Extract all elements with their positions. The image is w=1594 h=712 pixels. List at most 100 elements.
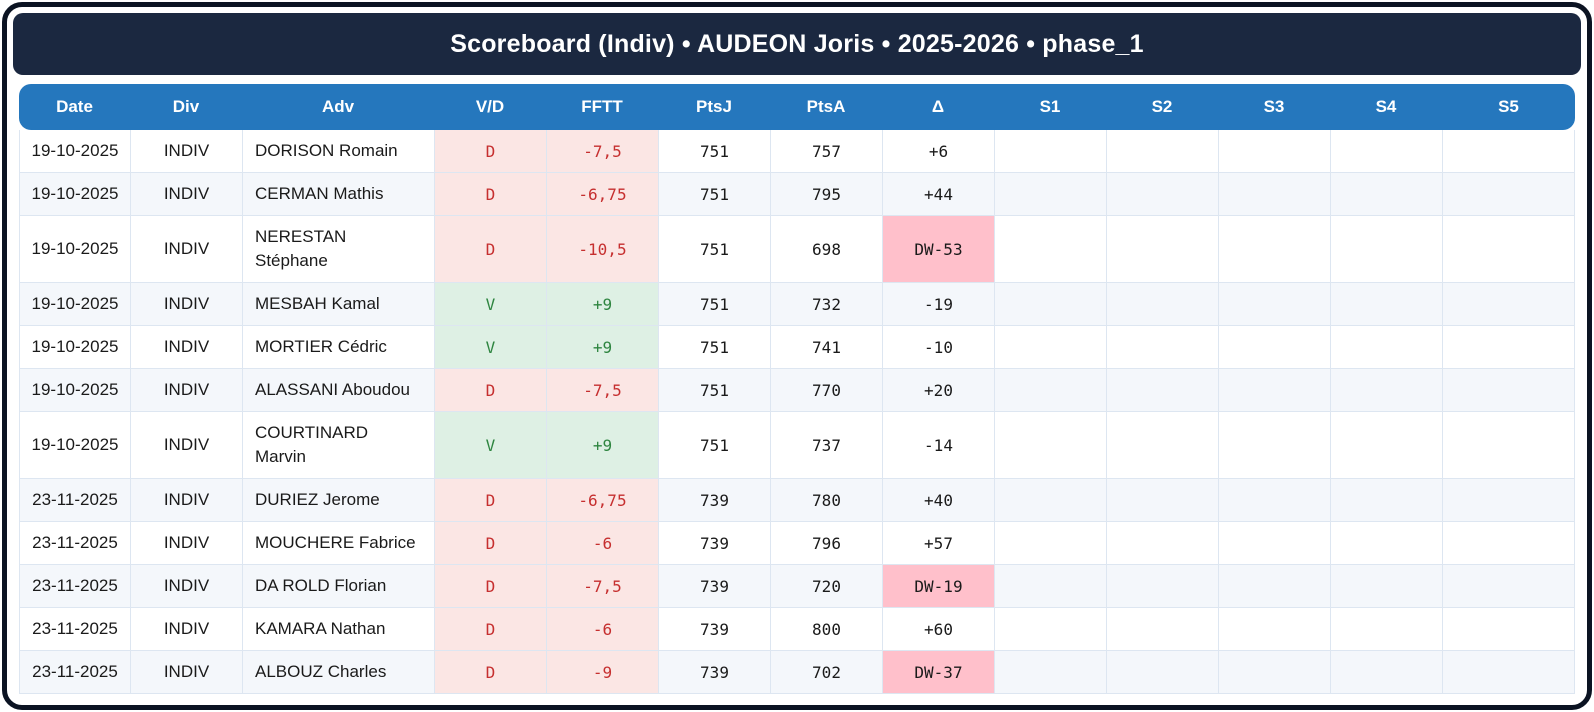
cell-vd: V [435, 326, 547, 368]
cell-vd: D [435, 173, 547, 215]
table-body: 19-10-2025 INDIV DORISON Romain D -7,5 751 757… [19, 130, 1575, 694]
cell-s2 [1107, 412, 1219, 478]
cell-s1 [995, 130, 1107, 172]
header-cell-s4: S4 [1375, 97, 1397, 116]
cell-div: INDIV [131, 608, 243, 650]
table-row: 19-10-2025 INDIV MORTIER Cédric V +9 751 741 -1… [20, 326, 1574, 369]
cell-div: INDIV [131, 216, 243, 282]
cell-ptsa: 737 [771, 412, 883, 478]
cell-ptsj: 739 [659, 479, 771, 521]
cell-s3 [1219, 479, 1331, 521]
cell-adv: ALBOUZ Charles [243, 651, 435, 693]
cell-s4 [1331, 326, 1443, 368]
header-cell-date: Date [56, 97, 93, 116]
cell-fftt: +9 [547, 412, 659, 478]
cell-s3 [1219, 608, 1331, 650]
cell-ptsa: 795 [771, 173, 883, 215]
cell-fftt: -6 [547, 522, 659, 564]
header-cell-delta: Δ [931, 97, 945, 116]
cell-s1 [995, 173, 1107, 215]
cell-adv: CERMAN Mathis [243, 173, 435, 215]
cell-ptsj: 751 [659, 283, 771, 325]
cell-s5 [1443, 479, 1574, 521]
cell-s1 [995, 522, 1107, 564]
cell-date: 19-10-2025 [20, 283, 131, 325]
cell-s2 [1107, 479, 1219, 521]
cell-ptsj: 751 [659, 326, 771, 368]
cell-s5 [1443, 283, 1574, 325]
cell-ptsa: 796 [771, 522, 883, 564]
header-cell-fftt: FFTT [581, 97, 623, 116]
cell-delta: DW-37 [883, 651, 995, 693]
cell-vd: D [435, 479, 547, 521]
header-cell-s5: S5 [1498, 97, 1519, 116]
cell-s5 [1443, 130, 1574, 172]
cell-s4 [1331, 412, 1443, 478]
cell-fftt: -7,5 [547, 565, 659, 607]
title-bar: Scoreboard (Indiv) • AUDEON Joris • 2025… [13, 13, 1581, 75]
cell-ptsa: 800 [771, 608, 883, 650]
cell-fftt: -7,5 [547, 369, 659, 411]
cell-delta: -19 [883, 283, 995, 325]
cell-vd: D [435, 130, 547, 172]
cell-s1 [995, 479, 1107, 521]
cell-s3 [1219, 326, 1331, 368]
table-row: 19-10-2025 INDIV MESBAH Kamal V +9 751 732 -19 [20, 283, 1574, 326]
cell-delta: +6 [883, 130, 995, 172]
cell-s3 [1219, 369, 1331, 411]
cell-s4 [1331, 369, 1443, 411]
cell-vd: D [435, 565, 547, 607]
table-row: 19-10-2025 INDIV ALASSANI Aboudou D -7,5 751 7… [20, 369, 1574, 412]
cell-adv: KAMARA Nathan [243, 608, 435, 650]
cell-adv: DURIEZ Jerome [243, 479, 435, 521]
header-cell-s2: S2 [1151, 97, 1173, 116]
cell-vd: D [435, 216, 547, 282]
cell-fftt: -9 [547, 651, 659, 693]
cell-s3 [1219, 173, 1331, 215]
cell-delta: -14 [883, 412, 995, 478]
cell-ptsj: 751 [659, 412, 771, 478]
cell-adv: DORISON Romain [243, 130, 435, 172]
cell-ptsa: 732 [771, 283, 883, 325]
table-row: 23-11-2025 INDIV MOUCHERE Fabrice D -6 739 796… [20, 522, 1574, 565]
cell-ptsa: 741 [771, 326, 883, 368]
table-row: 23-11-2025 INDIV ALBOUZ Charles D -9 739 702 DW… [20, 651, 1574, 694]
cell-date: 19-10-2025 [20, 326, 131, 368]
cell-s3 [1219, 565, 1331, 607]
cell-adv: ALASSANI Aboudou [243, 369, 435, 411]
table-header-row: Date Div Adv V/D FFTT PtsJ PtsA Δ S1 S2 S3 S4 S5 [19, 84, 1575, 130]
cell-ptsj: 751 [659, 369, 771, 411]
cell-ptsa: 702 [771, 651, 883, 693]
cell-s5 [1443, 216, 1574, 282]
cell-div: INDIV [131, 130, 243, 172]
table-row: 19-10-2025 INDIV COURTINARD Marvin V +9 751 73… [20, 412, 1574, 479]
cell-div: INDIV [131, 369, 243, 411]
cell-s3 [1219, 216, 1331, 282]
cell-date: 23-11-2025 [20, 479, 131, 521]
cell-div: INDIV [131, 522, 243, 564]
cell-delta: DW-19 [883, 565, 995, 607]
cell-fftt: -6 [547, 608, 659, 650]
cell-div: INDIV [131, 283, 243, 325]
cell-vd: D [435, 369, 547, 411]
cell-s5 [1443, 565, 1574, 607]
cell-vd: V [435, 412, 547, 478]
cell-ptsa: 698 [771, 216, 883, 282]
cell-ptsj: 751 [659, 173, 771, 215]
cell-vd: D [435, 651, 547, 693]
cell-delta: DW-53 [883, 216, 995, 282]
cell-s1 [995, 608, 1107, 650]
cell-div: INDIV [131, 565, 243, 607]
table-row: 23-11-2025 INDIV KAMARA Nathan D -6 739 800 +60 [20, 608, 1574, 651]
cell-s4 [1331, 479, 1443, 521]
cell-date: 19-10-2025 [20, 173, 131, 215]
cell-delta: -10 [883, 326, 995, 368]
header-cell-vd: V/D [475, 97, 505, 116]
cell-date: 23-11-2025 [20, 651, 131, 693]
cell-adv: NERESTAN Stéphane [243, 216, 435, 282]
cell-s2 [1107, 651, 1219, 693]
cell-div: INDIV [131, 651, 243, 693]
cell-ptsj: 751 [659, 216, 771, 282]
cell-s4 [1331, 173, 1443, 215]
